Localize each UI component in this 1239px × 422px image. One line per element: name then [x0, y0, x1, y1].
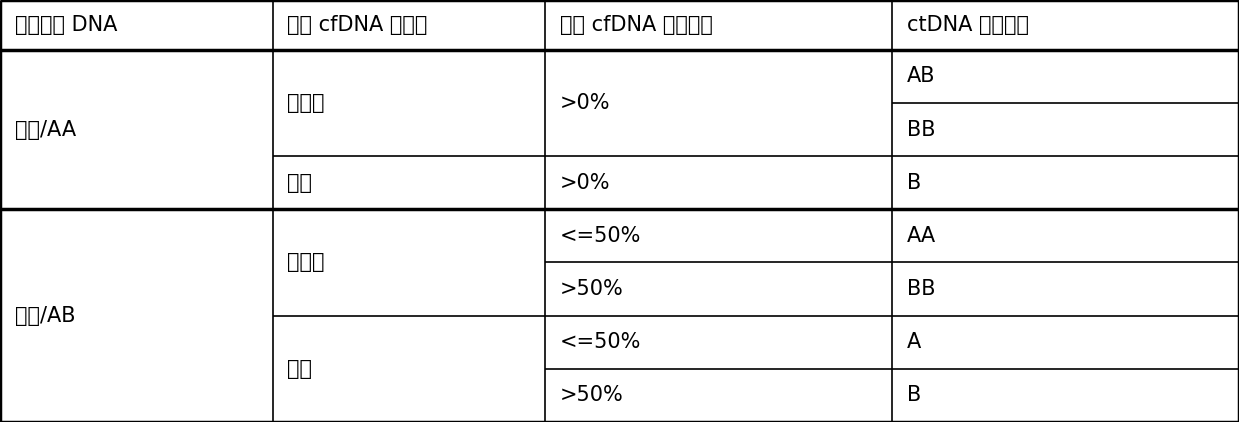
- Text: A: A: [907, 332, 922, 352]
- Text: AB: AB: [907, 66, 935, 87]
- Text: B: B: [907, 173, 922, 193]
- Text: 缺失: 缺失: [287, 359, 312, 379]
- Text: ctDNA 突变类型: ctDNA 突变类型: [907, 15, 1028, 35]
- Text: 待测 cfDNA 突变频率: 待测 cfDNA 突变频率: [560, 15, 712, 35]
- Text: B: B: [907, 385, 922, 406]
- Text: 待测 cfDNA 拷贝数: 待测 cfDNA 拷贝数: [287, 15, 427, 35]
- Text: 杂合/AB: 杂合/AB: [15, 306, 76, 326]
- Text: >0%: >0%: [560, 93, 611, 113]
- Text: 无变化: 无变化: [287, 252, 325, 273]
- Text: 纯合/AA: 纯合/AA: [15, 119, 76, 140]
- Text: 缺失: 缺失: [287, 173, 312, 193]
- Text: <=50%: <=50%: [560, 332, 642, 352]
- Text: BB: BB: [907, 279, 935, 299]
- Text: >50%: >50%: [560, 279, 623, 299]
- Text: 基线样本 DNA: 基线样本 DNA: [15, 15, 118, 35]
- Text: >0%: >0%: [560, 173, 611, 193]
- Text: AA: AA: [907, 226, 937, 246]
- Text: BB: BB: [907, 119, 935, 140]
- Text: <=50%: <=50%: [560, 226, 642, 246]
- Text: >50%: >50%: [560, 385, 623, 406]
- Text: 无变化: 无变化: [287, 93, 325, 113]
